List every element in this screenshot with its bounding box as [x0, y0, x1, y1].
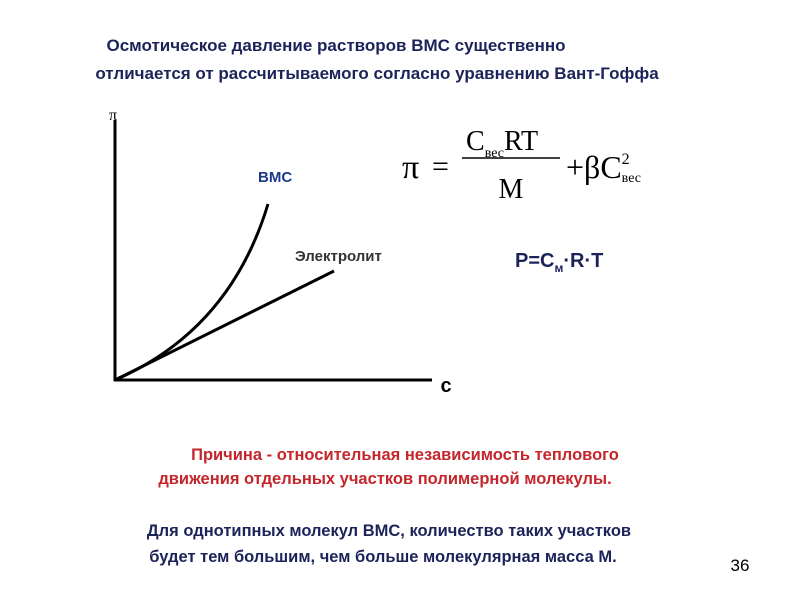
numerator: CвесRT	[466, 126, 538, 161]
curve-label: ВМС	[258, 169, 292, 186]
formula-part: +βC	[566, 149, 622, 185]
formula-part: 2	[622, 151, 630, 168]
curve-label: Электролит	[295, 248, 382, 265]
formula-part: м	[554, 261, 563, 275]
reason-line: Причина - относительная независимость те…	[191, 446, 619, 464]
formula-symbol: π	[402, 149, 419, 186]
formula-part: P=C	[515, 250, 554, 272]
formula-part: ·R·T	[563, 250, 603, 272]
denominator: M	[499, 174, 524, 205]
x-axis-label: c	[440, 375, 451, 397]
formula-part: вес	[622, 171, 641, 186]
note-line: будет тем большим, чем больше молекулярн…	[149, 548, 616, 566]
formula-term: +βC2 вес	[566, 149, 641, 186]
y-axis-label: π	[109, 107, 117, 124]
title-line: Осмотическое давление растворов ВМС суще…	[106, 36, 565, 55]
page-number: 36	[731, 556, 750, 575]
curve-polymer	[114, 203, 270, 382]
reason-line: движения отдельных участков полимерной м…	[158, 470, 611, 488]
line-electrolyte	[114, 269, 335, 382]
formula-part: RT	[504, 126, 538, 157]
note-line: Для однотипных молекул ВМС, количество т…	[147, 522, 631, 540]
title-line: отличается от рассчитываемого согласно у…	[95, 64, 659, 83]
formula-symbol: =	[432, 150, 449, 183]
graph: π c ВМС Электролит	[109, 107, 452, 397]
formula-2: P=Cм·R·T	[515, 250, 603, 275]
formula-part: C	[466, 126, 485, 157]
formula: π = CвесRT M +βC2 вес	[402, 126, 641, 205]
